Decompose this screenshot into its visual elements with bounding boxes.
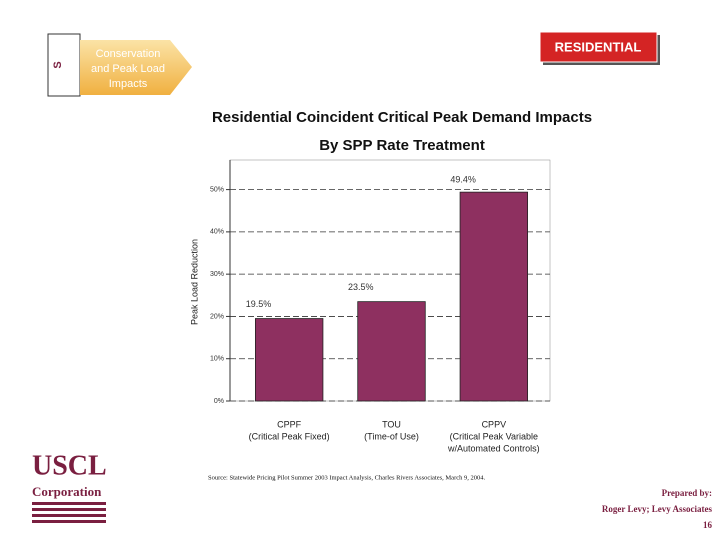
- topic-line: Conservation: [96, 48, 161, 60]
- x-tick-label: (Critical Peak Fixed): [249, 431, 330, 441]
- y-tick-label: 0%: [214, 398, 224, 405]
- logo: USCL: [32, 450, 107, 481]
- x-tick-label: CPPV: [482, 419, 507, 429]
- residential-button[interactable]: [539, 31, 658, 63]
- bar: [254, 318, 324, 402]
- y-axis-label: Peak Load Reduction: [189, 239, 199, 325]
- author: Roger Levy; Levy Associates: [602, 504, 713, 514]
- x-tick-label: (Time-of Use): [364, 431, 419, 441]
- section-label: S: [52, 61, 64, 68]
- value-label: 23.5%: [348, 282, 374, 292]
- source-note: Source: Statewide Pricing Pilot Summer 2…: [208, 474, 485, 481]
- logo-sub: Corporation: [32, 484, 102, 499]
- page-number: 16: [703, 520, 713, 530]
- logo-stripes: [32, 502, 106, 523]
- bar: [459, 191, 529, 402]
- y-tick-label: 10%: [210, 356, 224, 363]
- y-tick-label: 40%: [210, 229, 224, 236]
- x-tick-label: CPPF: [277, 419, 302, 429]
- bar: [357, 301, 426, 402]
- y-tick-label: 30%: [210, 271, 224, 278]
- prepared-by: Prepared by:: [662, 488, 712, 498]
- button-label[interactable]: RESIDENTIAL: [555, 39, 642, 54]
- y-tick-label: 20%: [210, 313, 224, 320]
- chart-title: Residential Coincident Critical Peak Dem…: [212, 109, 592, 126]
- topic-line: Impacts: [109, 78, 148, 90]
- topic-line: and Peak Load: [91, 63, 165, 75]
- x-tick-label: (Critical Peak Variable: [450, 431, 538, 441]
- x-tick-label: TOU: [382, 419, 401, 429]
- value-label: 49.4%: [450, 174, 476, 184]
- section-box: [47, 33, 81, 97]
- y-tick-label: 50%: [210, 186, 224, 193]
- x-tick-label: w/Automated Controls): [447, 443, 540, 453]
- topic-arrow: [80, 40, 192, 95]
- chart-subtitle: By SPP Rate Treatment: [319, 137, 485, 154]
- value-label: 19.5%: [246, 299, 272, 309]
